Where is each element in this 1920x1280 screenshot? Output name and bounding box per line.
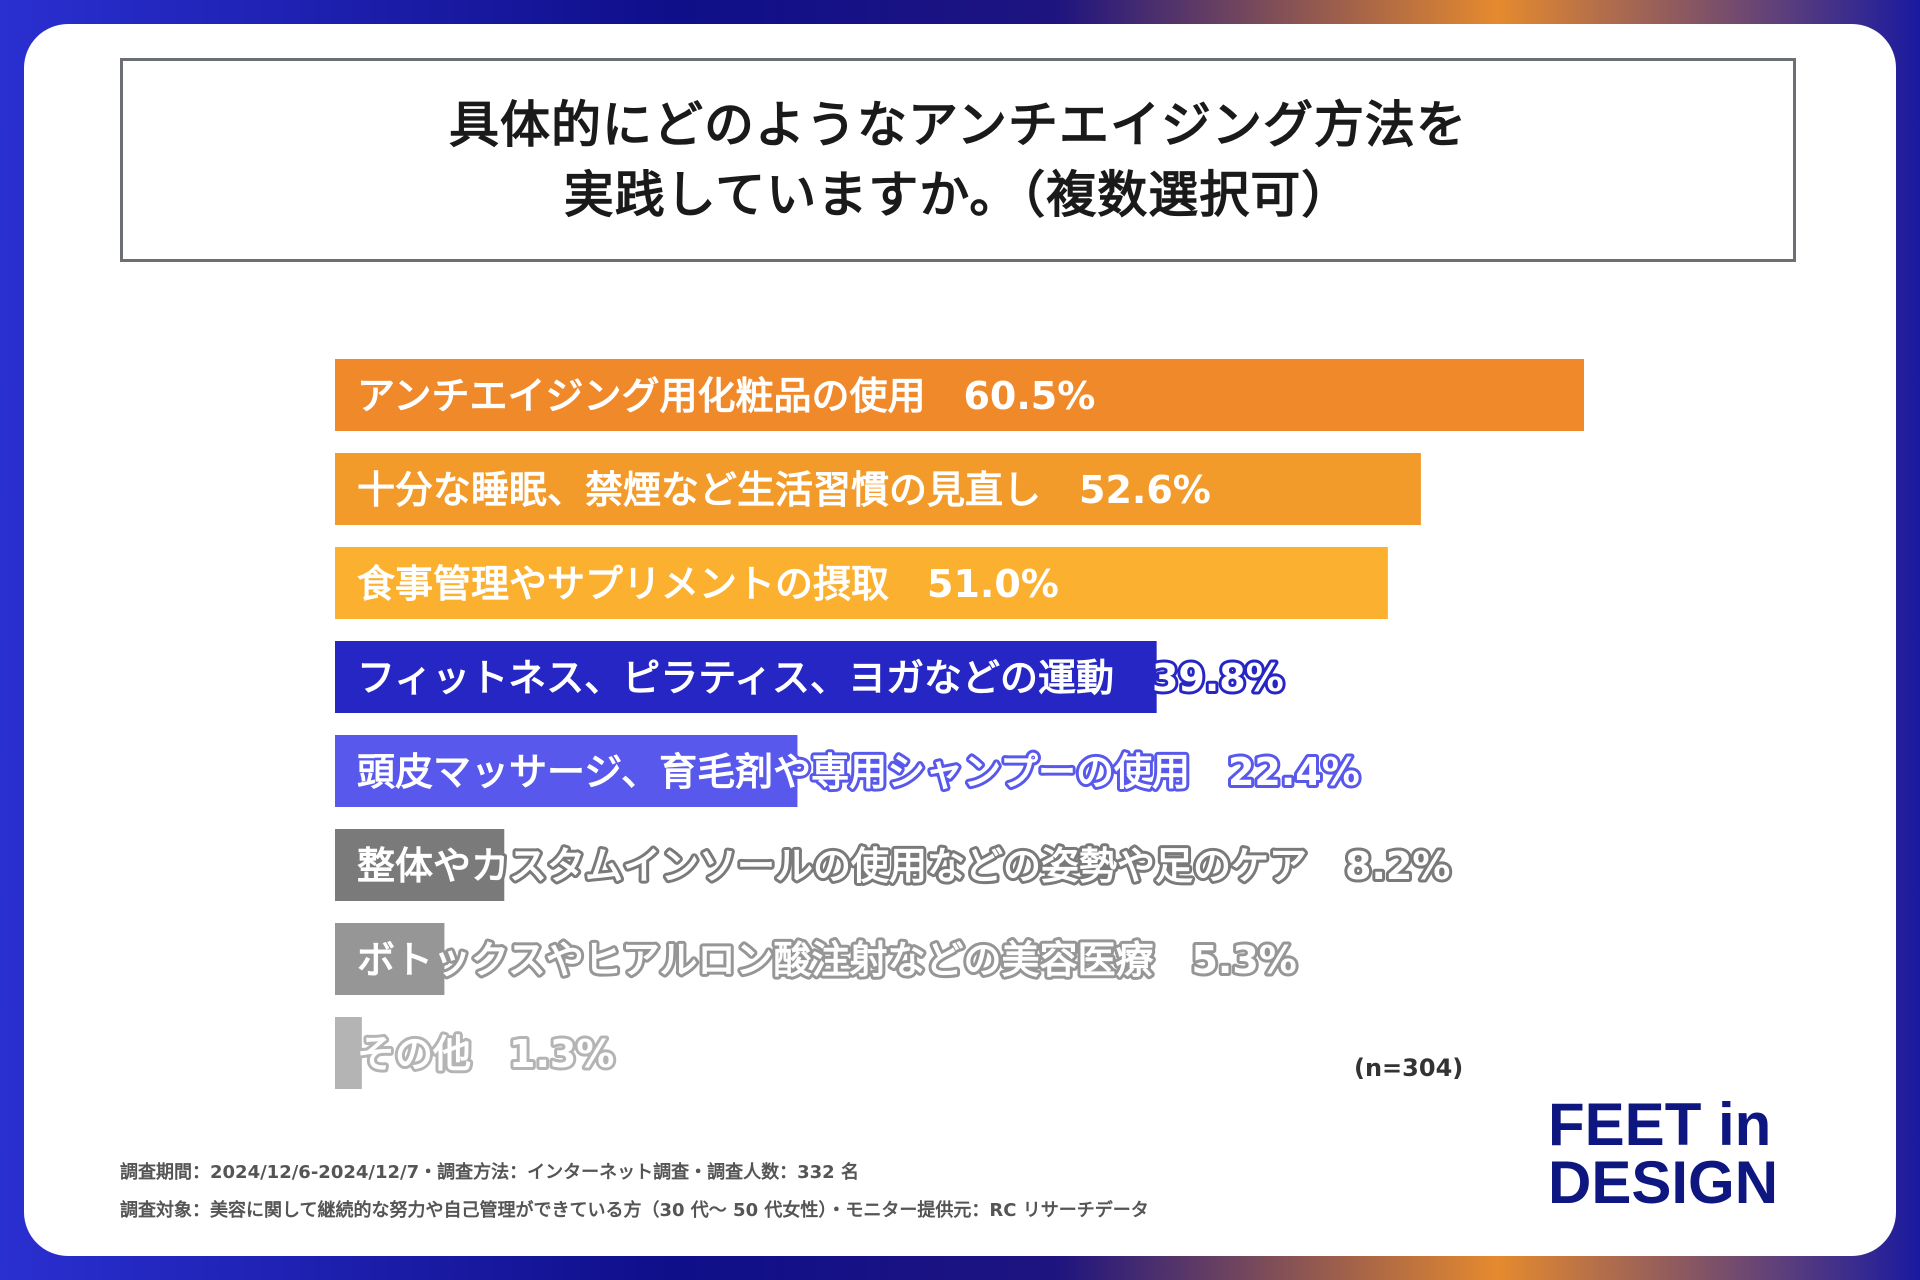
bar-label-6: 整体やカスタムインソールの使用などの姿勢や足のケア 8.2% xyxy=(357,844,1450,888)
title-box: 具体的にどのようなアンチエイジング方法を 実践していますか。（複数選択可） xyxy=(120,58,1796,262)
brand-logo: FEET in DESIGN xyxy=(1548,1091,1808,1216)
sample-size-note: (n=304) xyxy=(1354,1054,1464,1082)
bar-chart: アンチエイジング用化粧品の使用 60.5% 十分な睡眠、禁煙など生活習慣の見直し … xyxy=(335,359,1584,1089)
survey-target-note: 調査対象：美容に関して継続的な努力や自己管理ができている方（30 代～ 50 代… xyxy=(120,1200,1149,1221)
bar-label-4: フィットネス、ピラティス、ヨガなどの運動 39.8% xyxy=(357,656,1284,700)
bar-5 xyxy=(335,735,798,807)
bar-label-5: 頭皮マッサージ、育毛剤や専用シャンプーの使用 22.4% xyxy=(357,750,1360,794)
bar-label-2: 十分な睡眠、禁煙など生活習慣の見直し 52.6% xyxy=(357,468,1211,512)
bar-3 xyxy=(335,547,1388,619)
bar-4 xyxy=(335,641,1157,713)
bar-6 xyxy=(335,829,505,901)
bar-label-3: 食事管理やサプリメントの摂取 51.0% xyxy=(357,562,1059,606)
bar-2 xyxy=(335,453,1421,525)
logo-line-2: DESIGN xyxy=(1548,1149,1779,1216)
bar-7 xyxy=(335,923,445,995)
bar-label-8: その他 1.3% xyxy=(357,1032,614,1076)
bar-label-1: アンチエイジング用化粧品の使用 60.5% xyxy=(357,374,1095,418)
survey-period-note: 調査期間：2024/12/6-2024/12/7・調査方法：インターネット調査・… xyxy=(120,1162,859,1183)
chart-title-line-1: 具体的にどのようなアンチエイジング方法を xyxy=(449,96,1467,154)
bar-label-7: ボトックスやヒアルロン酸注射などの美容医療 5.3% xyxy=(357,938,1297,982)
chart-card: 具体的にどのようなアンチエイジング方法を 実践していますか。（複数選択可） アン… xyxy=(24,24,1896,1256)
logo-line-1: FEET in xyxy=(1548,1091,1772,1158)
bar-1 xyxy=(335,359,1584,431)
chart-title-line-2: 実践していますか。（複数選択可） xyxy=(563,166,1353,224)
bar-8 xyxy=(335,1017,362,1089)
